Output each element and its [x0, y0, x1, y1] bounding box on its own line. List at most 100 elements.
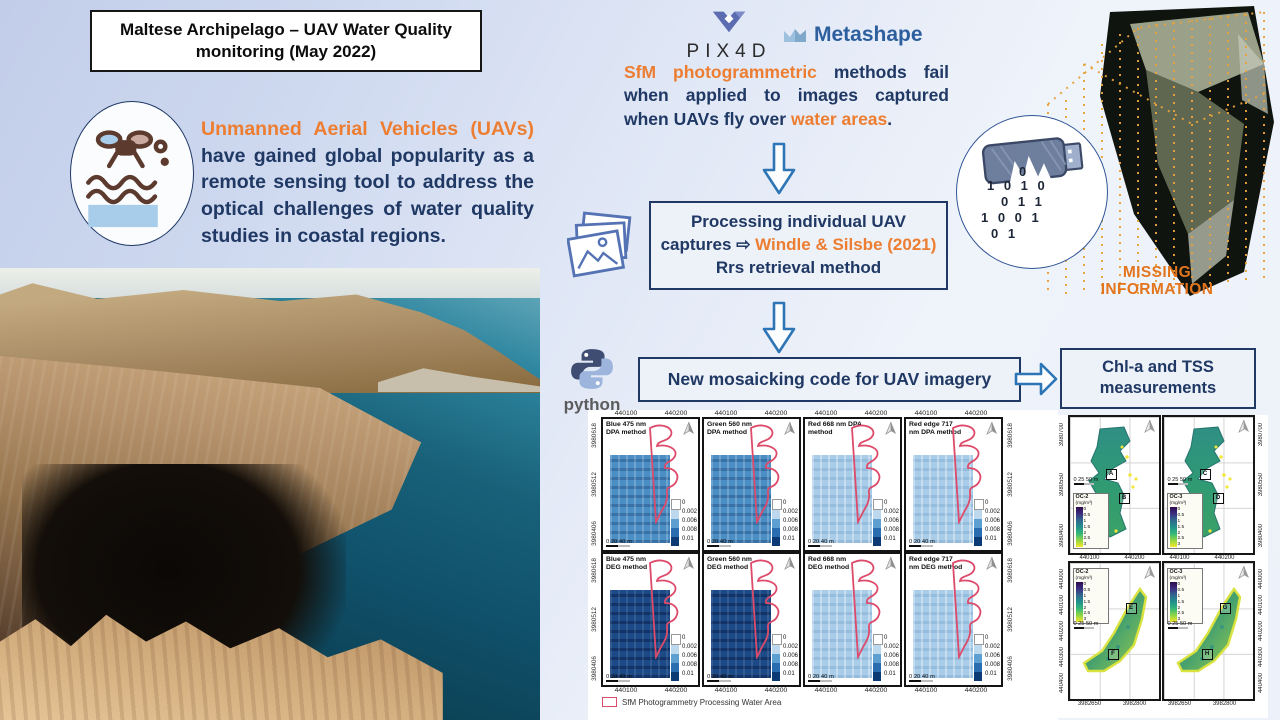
colorbar: 0 0.002 0.006 0.008 0.01 [872, 634, 899, 681]
scale-bar: 0 20 40 m [606, 538, 632, 547]
figure8-top-axis: 440100 440200 440100 440200 440100 440200 4… [601, 410, 1058, 417]
colorbar-tick: 0.008 [782, 662, 798, 668]
colorbar-tick: 0.006 [883, 518, 899, 524]
scale-bar: 0 20 40 m [707, 674, 733, 682]
colorbar-tick: 0.002 [984, 509, 1000, 515]
scale-bar: 0 20 40 m [606, 674, 632, 682]
viridis-bar [1169, 582, 1177, 623]
y-tick: 440100 [1058, 594, 1065, 616]
colorbar-tick: 0 [782, 500, 787, 506]
colorbar-tick: 0 [681, 635, 686, 641]
reflectance-raster [913, 455, 973, 543]
colorbar-tick: 0.01 [681, 671, 694, 677]
colorbar-tick: 0.006 [883, 653, 899, 659]
binary-digits: 1 0 0 1 [981, 210, 1042, 225]
north-arrow-icon [1237, 565, 1249, 579]
north-arrow-icon [885, 421, 896, 435]
sfm-text-2: . [887, 108, 893, 129]
reflectance-map-panel: Red 668 nm DPA method 0 0.002 0.006 0.00… [803, 417, 902, 552]
sfm-highlight-2: water areas [790, 108, 888, 129]
scale-label: 0 20 40 m [909, 673, 935, 680]
python-icon [571, 349, 613, 389]
colorbar-tick: 0 [984, 635, 989, 641]
station-badge: G [1219, 603, 1231, 614]
legend-tick: 2.5 [1177, 611, 1185, 617]
colorbar-tick: 0.006 [782, 653, 798, 659]
colorbar-legend: OC-3 (mg/m³) 0 0.5 1 1.5 2 2.5 3 [1166, 568, 1203, 625]
y-tick: 3980550 [1058, 473, 1065, 497]
legend-title: OC-2 [1075, 494, 1089, 500]
legend-tick: 0 [1177, 582, 1181, 588]
legend-unit: (mg/m³) [1075, 500, 1093, 506]
station-badge: H [1201, 649, 1213, 660]
legend-tick: 0.5 [1177, 588, 1185, 594]
station-badge: C [1199, 469, 1211, 480]
scale-bar: 0 25 50 m [1073, 477, 1098, 485]
box1-reference: Windle & Silsbe (2021) [755, 234, 937, 254]
water-area-outline [952, 559, 982, 659]
reflectance-raster [812, 455, 872, 543]
figure8-y-axis-right: 3980618 3980512 3980406 [1004, 417, 1016, 552]
north-arrow-icon [986, 556, 997, 570]
station-badge: F [1107, 649, 1119, 660]
colorbar-tick: 0 [782, 635, 787, 641]
x-tick: 440200 [664, 687, 688, 694]
water-area-outline [952, 424, 982, 524]
colorbar-tick: 0 [883, 500, 888, 506]
panel-title: Red 668 nm DEG method [808, 556, 850, 571]
binary-digits: 0 1 1 [1001, 194, 1045, 209]
colorbar-legend: OC-2 (mg/m³) 0 0.5 1 1.5 2 2.5 3 [1072, 568, 1109, 625]
station-badge: E [1125, 603, 1137, 614]
legend-tick: 0 [1083, 582, 1087, 588]
viridis-bar [1169, 507, 1177, 548]
concentration-map-panel: E F OC-2 (mg/m³) 0 0.5 1 1.5 2 [1067, 561, 1161, 701]
north-arrow-icon [683, 556, 694, 570]
water-area-outline [851, 424, 881, 524]
legend-tick: 0.5 [1177, 513, 1185, 519]
y-tick: 3980406 [1006, 521, 1014, 546]
x-tick: 440100 [614, 687, 638, 694]
x-tick: 440100 [914, 687, 938, 694]
box1-text-2: Rrs retrieval method [715, 257, 882, 277]
reflectance-map-panel: Red 668 nm DEG method 0 0.002 0.006 0.00… [803, 552, 902, 687]
legend-tick: 3 [1083, 542, 1087, 548]
scale-label: 0 20 40 m [808, 538, 834, 545]
x-tick: 440100 [1169, 555, 1190, 561]
y-tick: 3980700 [1058, 423, 1065, 447]
x-tick: 3982800 [1122, 701, 1147, 707]
legend-tick: 2.5 [1177, 536, 1185, 542]
colorbar-tick: 0 [681, 500, 686, 506]
x-tick: 440200 [964, 410, 988, 417]
panel-title: Blue 475 nm DEG method [606, 556, 648, 571]
scale-label: 0 20 40 m [606, 538, 632, 545]
processing-box: Processing individual UAV captures ⇨ Win… [649, 201, 948, 290]
drone-waves-icon [86, 130, 169, 228]
photo-sky [0, 268, 540, 298]
reflectance-map-panel: Green 560 nm DEG method 0 0.002 0.006 0.… [702, 552, 801, 687]
figure4-y-axis-left: 440000 440100 440200 440300 440400 [1056, 561, 1067, 701]
legend-label: SfM Photogrammetry Processing Water Area [622, 697, 782, 707]
figure4-y-axis-right: 3980700 3980550 3980400 [1255, 415, 1266, 555]
colorbar-tick: 0.008 [883, 527, 899, 533]
legend-tick: 1 [1177, 518, 1181, 524]
measurements-box: Chl-a and TSS measurements [1060, 348, 1256, 409]
water-area-outline [649, 559, 679, 659]
reflectance-raster [711, 590, 771, 678]
concentration-raster [1181, 426, 1232, 538]
sfm-text-1: methods fail when applied to images capt… [624, 62, 949, 129]
legend-unit: (mg/m³) [1169, 500, 1187, 506]
legend-tick: 1 [1083, 593, 1087, 599]
north-arrow-icon [986, 421, 997, 435]
colorbar-tick: 0.01 [782, 536, 795, 542]
pix4d-icon [712, 11, 746, 33]
x-tick: 440200 [864, 410, 888, 417]
metashape-wordmark: Metashape [814, 23, 923, 46]
y-tick: 440200 [1257, 620, 1264, 641]
lost-data-icon: 0 1 0 1 0 0 1 1 1 0 0 1 0 1 [956, 115, 1108, 269]
colorbar-tick: 0.008 [782, 527, 798, 533]
y-tick: 440400 [1058, 672, 1065, 693]
colorbar-tick: 0.01 [782, 671, 795, 677]
legend-tick: 3 [1177, 542, 1181, 548]
reflectance-map-panel: Blue 475 nm DPA method 0 0.002 0.006 0.0… [601, 417, 700, 552]
y-tick: 440300 [1257, 646, 1264, 667]
